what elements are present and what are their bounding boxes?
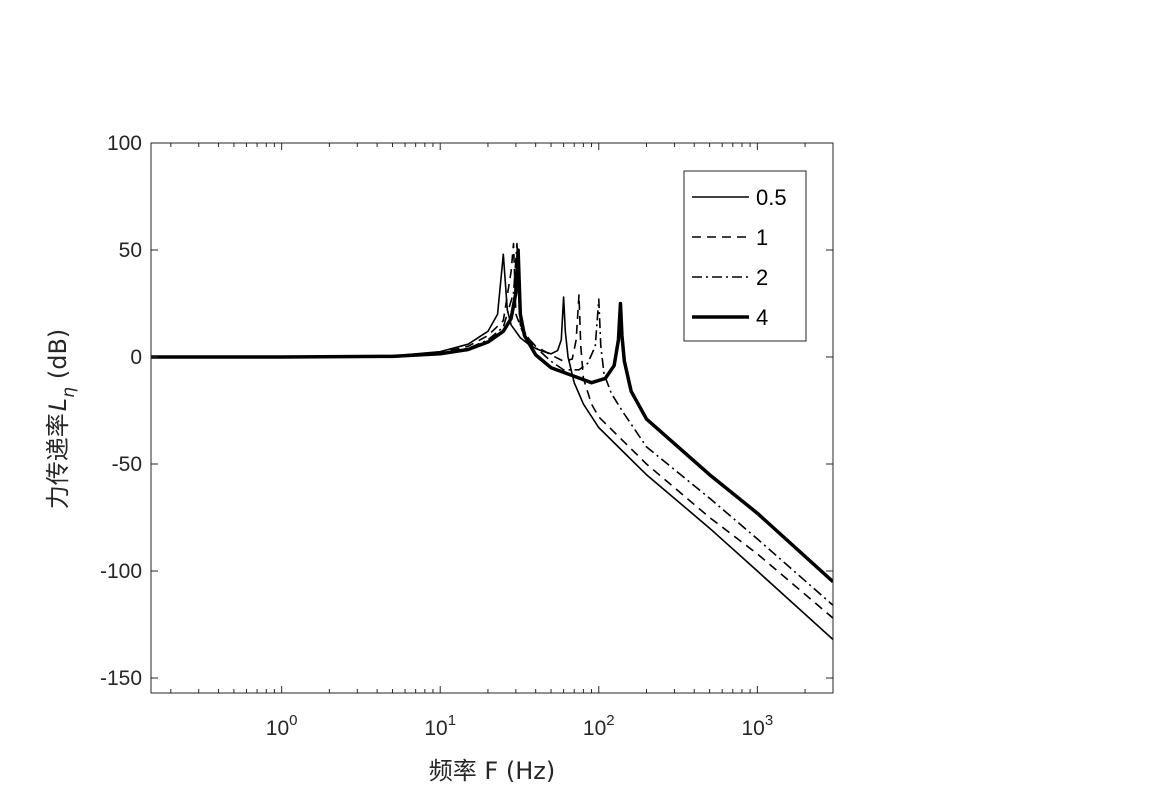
x-tick-label: 101 [424, 712, 456, 740]
legend-label-4: 4 [756, 305, 768, 330]
series-line-2 [151, 242, 833, 606]
y-tick-label: 0 [130, 346, 142, 369]
y-tick-label: 50 [119, 239, 142, 262]
legend-label-0.5: 0.5 [756, 185, 787, 210]
series-line-4 [151, 248, 833, 584]
y-axis-label-main: 力传递率 [44, 413, 72, 509]
legend-box [683, 170, 807, 342]
y-axis-label-unit: (dB) [44, 329, 72, 379]
y-tick-label: 100 [107, 132, 142, 155]
axes [150, 142, 834, 694]
axes-box [150, 142, 834, 694]
y-tick-label: -50 [112, 453, 142, 476]
legend-label-2: 2 [756, 265, 768, 290]
x-tick-label: 102 [583, 712, 615, 740]
y-tick-label: -100 [100, 560, 142, 583]
y-axis-label-subscript: η [59, 387, 79, 398]
legend-label-1: 1 [756, 225, 768, 250]
svg-text:力传递率Lη(dB): 力传递率 Lη (dB) [44, 329, 79, 510]
series-layer [151, 242, 833, 641]
legend: 0.5 1 2 4 [683, 170, 807, 342]
x-tick-label: 103 [741, 712, 773, 740]
x-axis-label: 频率 F (Hz) [429, 757, 555, 785]
series-line-1 [151, 242, 833, 619]
y-axis-label: 力传递率 Lη (dB) [44, 329, 79, 510]
y-axis-label-symbol: L [44, 398, 72, 411]
y-tick-label: -150 [100, 667, 142, 690]
ticks: 100 50 0 -50 -100 -150 100 101 102 103 [100, 132, 834, 740]
x-tick-label: 100 [266, 712, 298, 740]
